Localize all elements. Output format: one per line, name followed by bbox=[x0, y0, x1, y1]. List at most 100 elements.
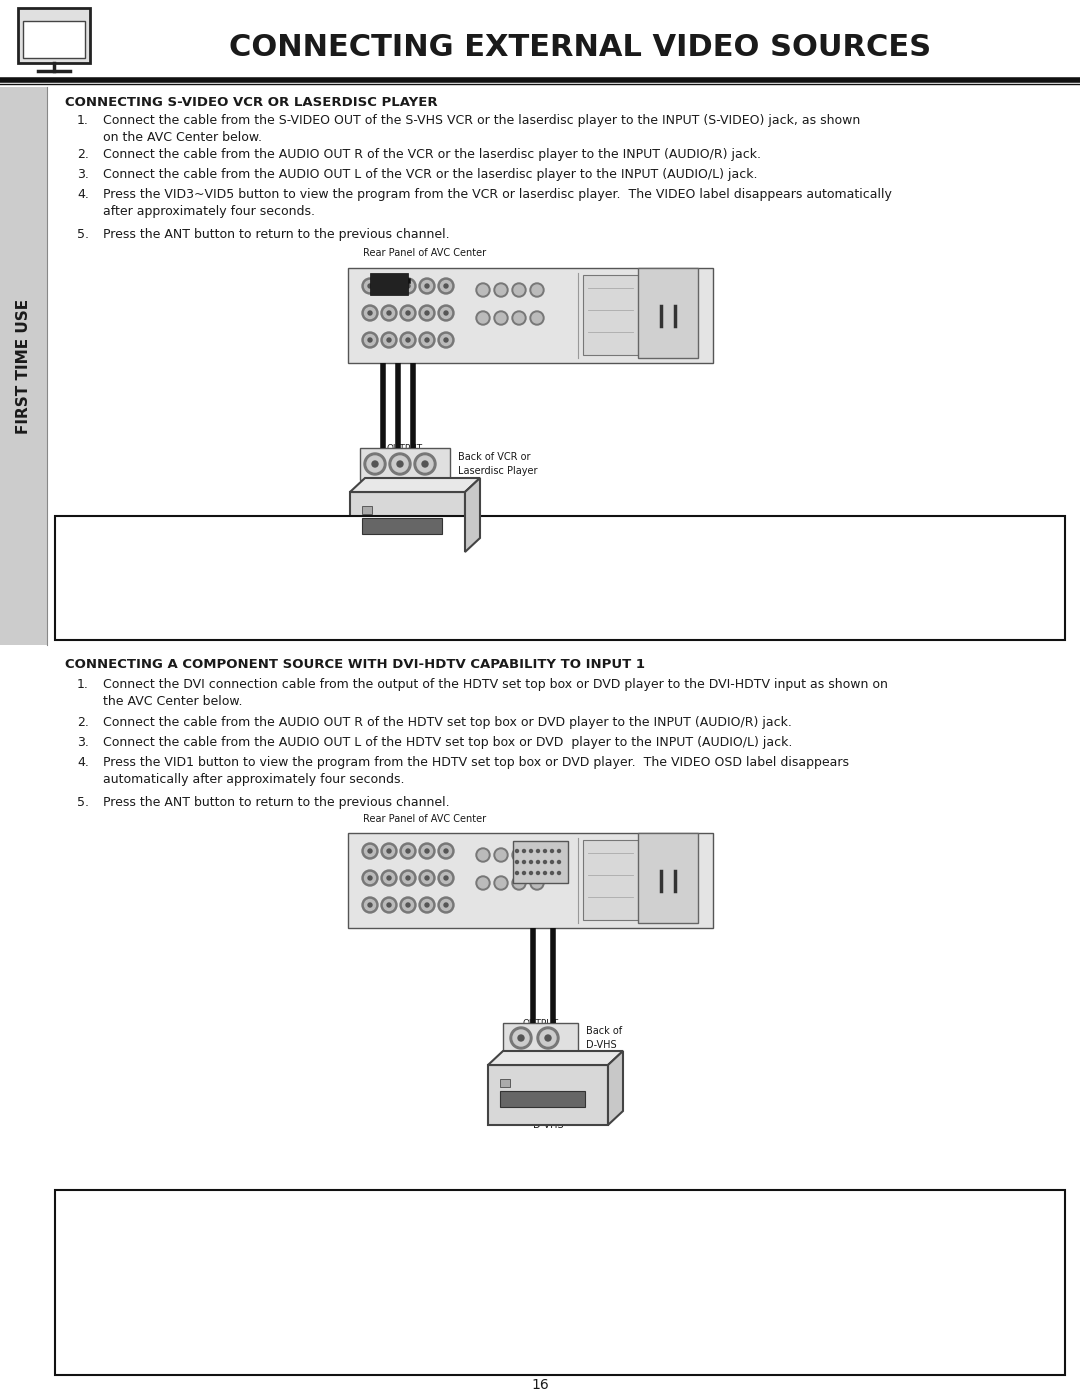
Text: Connect the cable from the AUDIO OUT L of the HDTV set top box or DVD  player to: Connect the cable from the AUDIO OUT L o… bbox=[103, 736, 793, 749]
Polygon shape bbox=[608, 1051, 623, 1125]
Circle shape bbox=[406, 876, 410, 880]
Circle shape bbox=[537, 861, 540, 863]
Circle shape bbox=[368, 312, 372, 314]
Circle shape bbox=[438, 870, 454, 886]
Circle shape bbox=[381, 332, 397, 348]
Circle shape bbox=[426, 338, 429, 342]
Circle shape bbox=[557, 872, 561, 875]
Text: Press the VID3~VID5 button to view the program from the VCR or laserdisc player.: Press the VID3~VID5 button to view the p… bbox=[103, 189, 892, 218]
Circle shape bbox=[551, 849, 554, 852]
Bar bbox=[500, 1091, 585, 1106]
Circle shape bbox=[494, 284, 508, 298]
Circle shape bbox=[532, 877, 542, 888]
Text: DVI is not a “NETWORK” technology.  It establishes a one-way point-to-point conn: DVI is not a “NETWORK” technology. It es… bbox=[165, 1280, 771, 1310]
Circle shape bbox=[532, 285, 542, 295]
Circle shape bbox=[444, 284, 448, 288]
Text: Connect the cable from the AUDIO OUT R of the HDTV set top box or DVD player to : Connect the cable from the AUDIO OUT R o… bbox=[103, 717, 792, 729]
Circle shape bbox=[364, 453, 386, 475]
Circle shape bbox=[530, 848, 544, 862]
Circle shape bbox=[496, 877, 507, 888]
Text: Rear Panel of AVC Center: Rear Panel of AVC Center bbox=[363, 249, 486, 258]
Circle shape bbox=[540, 1030, 556, 1046]
Text: CONNECTING A COMPONENT SOURCE WITH DVI-HDTV CAPABILITY TO INPUT 1: CONNECTING A COMPONENT SOURCE WITH DVI-H… bbox=[65, 658, 645, 671]
Circle shape bbox=[403, 334, 414, 345]
Circle shape bbox=[543, 872, 546, 875]
Circle shape bbox=[510, 1027, 532, 1049]
Circle shape bbox=[441, 873, 451, 883]
Text: D-VHS: D-VHS bbox=[532, 1120, 564, 1130]
Circle shape bbox=[512, 312, 526, 326]
Text: 1.: 1. bbox=[147, 527, 159, 541]
Circle shape bbox=[387, 849, 391, 854]
Text: 2.: 2. bbox=[77, 717, 89, 729]
Text: Connect the DVI connection cable from the output of the HDTV set top box or DVD : Connect the DVI connection cable from th… bbox=[103, 678, 888, 708]
Circle shape bbox=[551, 872, 554, 875]
Circle shape bbox=[478, 313, 488, 323]
Circle shape bbox=[368, 284, 372, 288]
Circle shape bbox=[496, 313, 507, 323]
Circle shape bbox=[478, 849, 488, 861]
Circle shape bbox=[529, 872, 532, 875]
Circle shape bbox=[400, 842, 416, 859]
Text: Press the VID1 button to view the program from the HDTV set top box or DVD playe: Press the VID1 button to view the progra… bbox=[103, 756, 849, 787]
Circle shape bbox=[368, 849, 372, 854]
Circle shape bbox=[419, 842, 435, 859]
Circle shape bbox=[438, 332, 454, 348]
Text: CONNECTING S-VIDEO VCR OR LASERDISC PLAYER: CONNECTING S-VIDEO VCR OR LASERDISC PLAY… bbox=[65, 96, 437, 109]
Text: 4.: 4. bbox=[77, 189, 89, 201]
Circle shape bbox=[403, 900, 414, 911]
Circle shape bbox=[514, 285, 524, 295]
Text: Back of VCR or
Laserdisc Player: Back of VCR or Laserdisc Player bbox=[458, 453, 538, 475]
Circle shape bbox=[551, 861, 554, 863]
Circle shape bbox=[403, 307, 414, 319]
Circle shape bbox=[372, 461, 378, 467]
Circle shape bbox=[494, 876, 508, 890]
Bar bbox=[503, 1023, 578, 1053]
Circle shape bbox=[496, 849, 507, 861]
Circle shape bbox=[444, 338, 448, 342]
Text: NOTES:: NOTES: bbox=[68, 527, 123, 541]
Circle shape bbox=[383, 307, 394, 319]
Circle shape bbox=[417, 455, 433, 472]
Circle shape bbox=[523, 861, 526, 863]
Circle shape bbox=[387, 876, 391, 880]
Circle shape bbox=[400, 305, 416, 321]
Circle shape bbox=[365, 281, 376, 292]
Circle shape bbox=[381, 870, 397, 886]
Bar bbox=[488, 1065, 608, 1125]
Text: VCR or Laserdisc Player: VCR or Laserdisc Player bbox=[350, 548, 465, 557]
Circle shape bbox=[529, 861, 532, 863]
Circle shape bbox=[523, 849, 526, 852]
Circle shape bbox=[512, 848, 526, 862]
Circle shape bbox=[389, 453, 411, 475]
Circle shape bbox=[419, 897, 435, 914]
Circle shape bbox=[543, 849, 546, 852]
Circle shape bbox=[362, 332, 378, 348]
Circle shape bbox=[421, 900, 432, 911]
Circle shape bbox=[419, 870, 435, 886]
Circle shape bbox=[383, 873, 394, 883]
Text: OUTPUT: OUTPUT bbox=[387, 444, 423, 453]
Bar bbox=[55, 1190, 1065, 1375]
Circle shape bbox=[438, 278, 454, 293]
Circle shape bbox=[514, 313, 524, 323]
Circle shape bbox=[403, 281, 414, 292]
Circle shape bbox=[496, 285, 507, 295]
Text: 3.: 3. bbox=[77, 736, 89, 749]
Text: 5.: 5. bbox=[77, 796, 89, 809]
Circle shape bbox=[406, 849, 410, 854]
Circle shape bbox=[400, 278, 416, 293]
Circle shape bbox=[421, 281, 432, 292]
Circle shape bbox=[403, 873, 414, 883]
Circle shape bbox=[365, 845, 376, 856]
Circle shape bbox=[515, 872, 518, 875]
Text: 2.: 2. bbox=[77, 148, 89, 161]
Text: 2.: 2. bbox=[147, 569, 159, 581]
Circle shape bbox=[426, 312, 429, 314]
Bar bbox=[583, 275, 643, 355]
Polygon shape bbox=[350, 478, 480, 492]
Circle shape bbox=[362, 305, 378, 321]
Text: 1.: 1. bbox=[77, 115, 89, 127]
Circle shape bbox=[545, 1035, 551, 1041]
Circle shape bbox=[365, 307, 376, 319]
